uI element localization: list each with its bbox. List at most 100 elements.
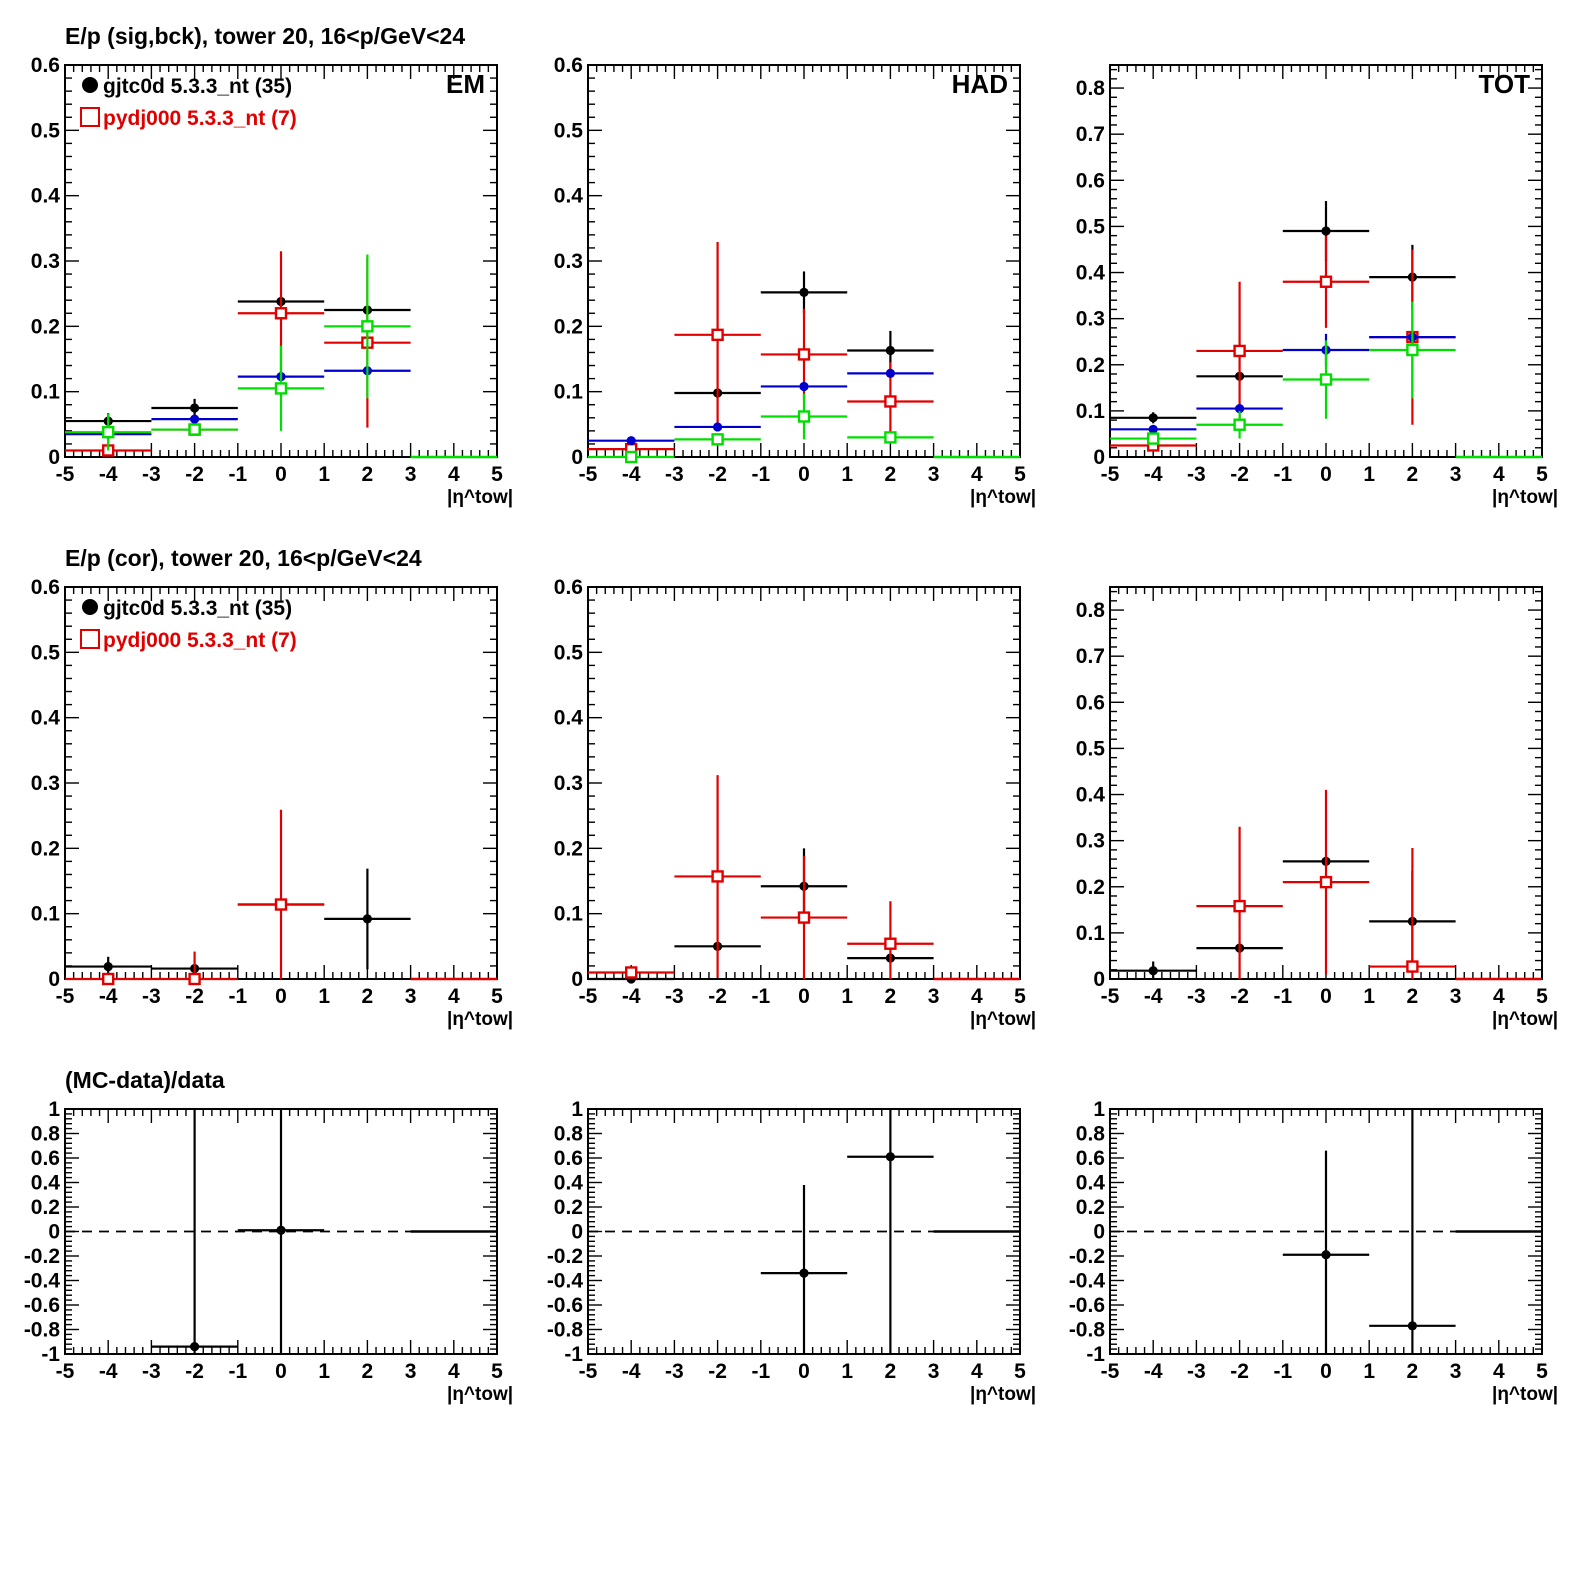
x-tick-label: 3 <box>405 1360 417 1383</box>
y-tick-label: 0.5 <box>554 641 584 664</box>
y-tick-label: 1 <box>1093 1098 1105 1121</box>
x-tick-label: 4 <box>1493 985 1505 1008</box>
x-tick-label: -4 <box>99 985 118 1008</box>
y-tick-label: 0 <box>48 968 60 991</box>
data-point <box>884 431 897 444</box>
data-point <box>1233 418 1246 431</box>
x-tick-label: 1 <box>841 985 853 1008</box>
x-tick-label: -3 <box>665 463 684 486</box>
x-tick-label: 2 <box>885 463 897 486</box>
y-tick-label: 0.2 <box>31 315 60 338</box>
x-tick-label: -1 <box>751 1360 770 1383</box>
y-tick-label: 0 <box>1093 968 1105 991</box>
row1-title: E/p (sig,bck), tower 20, 16<p/GeV<24 <box>65 23 465 49</box>
x-tick-label: 2 <box>362 985 374 1008</box>
x-tick-label: 0 <box>1320 463 1332 486</box>
x-tick-label: -1 <box>228 1360 247 1383</box>
data-point <box>362 914 372 924</box>
y-tick-label: 0.6 <box>1076 691 1105 714</box>
y-tick-label: -0.8 <box>547 1319 584 1342</box>
data-point <box>274 382 288 395</box>
x-tick-label: -1 <box>1273 985 1292 1008</box>
panel-row2-EM: -5 -4 -3 -2 -1 0 1 2 3 4 5 0 0.1 0.2 0.3 0.4 0.5 0.6 |η^to… <box>31 576 513 1030</box>
y-tick-label: 0 <box>571 1221 583 1244</box>
x-tick-label: 4 <box>971 463 983 486</box>
x-tick-label: 1 <box>318 985 330 1008</box>
y-tick-label: -1 <box>564 1343 583 1366</box>
legend-label: gjtc0d 5.3.3_nt (35) <box>103 597 292 620</box>
y-tick-label: -0.6 <box>1069 1294 1105 1317</box>
y-tick-label: 0.6 <box>554 1147 583 1170</box>
y-tick-label: 0.6 <box>31 576 60 599</box>
x-tick-label: 2 <box>885 1360 897 1383</box>
panel-label: HAD <box>952 69 1008 99</box>
y-tick-label: 0 <box>48 446 60 469</box>
x-tick-label: -5 <box>1101 1360 1120 1383</box>
x-tick-label: -5 <box>579 985 598 1008</box>
x-axis-label: |η^tow| <box>1492 487 1558 508</box>
y-tick-label: 0.8 <box>1076 77 1106 100</box>
data-point <box>797 410 811 423</box>
data-point <box>713 422 723 432</box>
x-tick-label: 2 <box>1407 985 1419 1008</box>
y-tick-label: 0.5 <box>31 641 61 664</box>
y-tick-label: 0 <box>571 446 583 469</box>
x-tick-label: 0 <box>798 463 810 486</box>
y-tick-label: 0.2 <box>554 837 583 860</box>
x-tick-label: 2 <box>1407 1360 1419 1383</box>
x-tick-label: 1 <box>841 463 853 486</box>
data-point <box>885 345 896 356</box>
x-tick-label: 0 <box>1320 985 1332 1008</box>
data-point <box>1406 960 1419 973</box>
x-tick-label: -4 <box>622 1360 641 1383</box>
x-tick-label: -1 <box>751 985 770 1008</box>
y-tick-label: 0.2 <box>1076 1196 1105 1219</box>
data-point <box>101 425 115 439</box>
y-tick-label: 0.8 <box>554 1123 584 1146</box>
legend-marker <box>82 599 98 615</box>
y-tick-label: 0.1 <box>31 381 61 404</box>
y-tick-label: 0.2 <box>31 1196 60 1219</box>
y-tick-label: 0.7 <box>1076 123 1105 146</box>
data-point <box>188 972 201 986</box>
y-tick-label: 0.6 <box>31 54 60 77</box>
x-tick-label: 2 <box>1407 463 1419 486</box>
x-tick-label: -4 <box>99 463 118 486</box>
x-axis-label: |η^tow| <box>1492 1384 1558 1405</box>
x-tick-label: -5 <box>579 463 598 486</box>
x-tick-label: -2 <box>708 463 727 486</box>
x-tick-label: -2 <box>185 1360 204 1383</box>
x-tick-label: -4 <box>99 1360 118 1383</box>
panel-row1-TOT: -5 -4 -3 -2 -1 0 1 2 3 4 5 0 0.1 0.2 0.3 0.4 0.5 0.6 0.7 0.… <box>1076 64 1558 508</box>
x-tick-label: 5 <box>1014 1360 1026 1383</box>
x-tick-label: 4 <box>448 463 460 486</box>
x-tick-label: 3 <box>1450 1360 1462 1383</box>
data-point <box>190 414 200 424</box>
x-tick-label: 3 <box>928 463 940 486</box>
x-tick-label: 3 <box>928 985 940 1008</box>
row2-title: E/p (cor), tower 20, 16<p/GeV<24 <box>65 545 422 571</box>
data-point <box>103 961 113 972</box>
series-3 <box>1110 301 1456 445</box>
panel-row1-HAD: -5 -4 -3 -2 -1 0 1 2 3 4 5 0 0.1 0.2 0.3 0.4 0.5 0.6 |η^to… <box>554 54 1036 508</box>
y-tick-label: 0.5 <box>554 119 584 142</box>
y-tick-label: 0.8 <box>1076 599 1106 622</box>
x-tick-label: 3 <box>405 985 417 1008</box>
data-point <box>1319 275 1333 288</box>
y-tick-label: 0 <box>571 968 583 991</box>
y-tick-label: 0.5 <box>1076 737 1106 760</box>
y-tick-label: 0.1 <box>1076 400 1106 423</box>
x-tick-label: 0 <box>275 463 287 486</box>
x-tick-label: -3 <box>1187 463 1206 486</box>
x-tick-label: -4 <box>622 463 641 486</box>
series-1 <box>588 775 934 979</box>
x-tick-label: -1 <box>1273 1360 1292 1383</box>
x-tick-label: 4 <box>971 1360 983 1383</box>
x-tick-label: -2 <box>1230 463 1249 486</box>
y-tick-label: 0.5 <box>31 119 61 142</box>
y-tick-label: 0.4 <box>31 185 61 208</box>
y-tick-label: 0.6 <box>31 1147 60 1170</box>
x-tick-label: -4 <box>1144 1360 1163 1383</box>
data-point <box>1407 1321 1417 1331</box>
data-point <box>190 1342 200 1352</box>
